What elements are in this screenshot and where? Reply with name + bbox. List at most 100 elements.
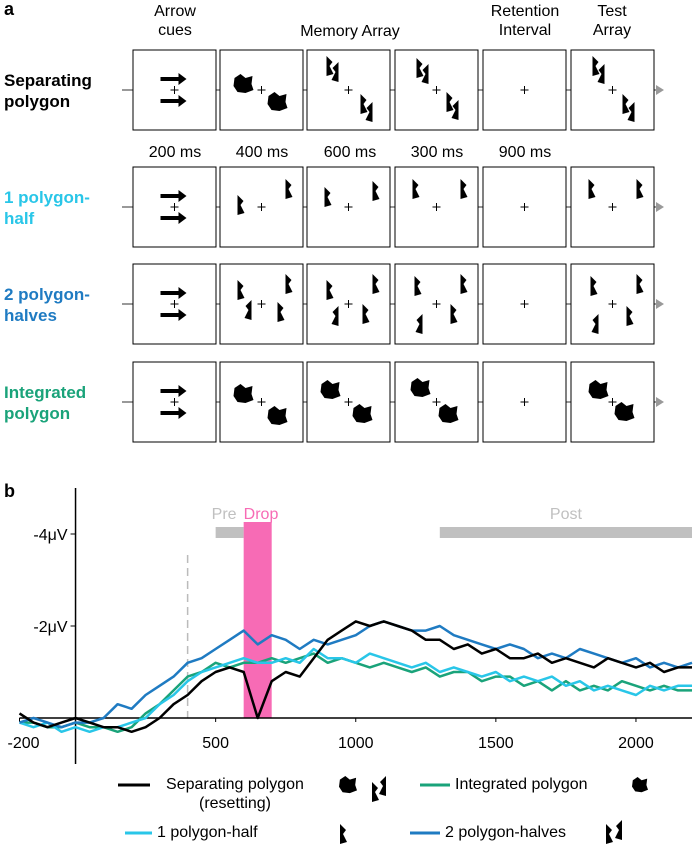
polygon-half-shape [326, 280, 334, 300]
duration: 400 ms [235, 144, 289, 161]
column-header: Arrow cues [154, 3, 196, 39]
row-label: 1 polygon-half [4, 188, 90, 228]
row-label: Integrated polygon [4, 383, 87, 423]
polygon-shape [267, 92, 288, 111]
polygon-half-shape [460, 274, 468, 294]
frame [570, 361, 655, 443]
polygon-half-shape [636, 179, 644, 199]
connector-arrow [656, 299, 664, 309]
arrow-cue [178, 73, 187, 85]
connector-arrow [656, 202, 664, 212]
polygon-half-shape [622, 94, 630, 114]
polygon-half-shape [615, 820, 622, 840]
connector-arrow [656, 397, 664, 407]
x-tick-label: 1000 [338, 735, 374, 752]
polygon-shape [267, 406, 288, 425]
polygon-shape [339, 776, 357, 794]
polygon-shape [320, 380, 341, 399]
panel-label: a [4, 0, 15, 19]
row-label: 2 polygon-halves [4, 285, 90, 325]
polygon-half-shape [412, 179, 420, 199]
legend-label: Integrated polygon [455, 776, 588, 793]
polygon-half-shape [277, 302, 285, 322]
polygon-half-shape [365, 102, 373, 122]
row-label: Separating polygon [4, 71, 92, 111]
duration: 600 ms [323, 144, 377, 161]
x-tick-label: 500 [202, 735, 229, 752]
polygon-half-shape [372, 274, 380, 294]
arrow-cue [178, 309, 187, 321]
column-header: Test Array [592, 3, 632, 39]
legend-label: 2 polygon-halves [445, 824, 566, 841]
arrow-cue [178, 212, 187, 224]
arrow-cue [178, 407, 187, 419]
panel-label: b [4, 481, 15, 501]
polygon-half-shape [285, 179, 293, 199]
arrow-cue [178, 385, 187, 397]
region-label: Pre [212, 506, 237, 523]
polygon-half-shape [331, 62, 339, 82]
polygon-half-shape [627, 102, 635, 122]
polygon-half-shape [362, 304, 370, 324]
y-tick-label: -4μV [33, 527, 67, 544]
polygon-half-shape [416, 58, 424, 78]
polygon-shape [614, 402, 635, 421]
polygon-half-shape [331, 306, 339, 326]
polygon-half-shape [450, 304, 458, 324]
series-line [19, 647, 692, 734]
connector-arrow [656, 85, 664, 95]
polygon-half-shape [379, 776, 386, 796]
duration: 200 ms [148, 144, 202, 161]
polygon-half-shape [415, 314, 423, 334]
polygon-half-shape [626, 306, 634, 326]
polygon-half-shape [446, 92, 454, 112]
polygon-shape [233, 74, 254, 93]
polygon-shape [233, 384, 254, 403]
duration: 900 ms [498, 144, 552, 161]
region [439, 527, 692, 538]
polygon-half-shape [324, 187, 332, 207]
column-header: Retention Interval [490, 3, 560, 39]
polygon-half-shape [590, 276, 598, 296]
x-tick-label: -200 [7, 735, 39, 752]
polygon-half-shape [451, 100, 459, 120]
polygon-half-shape [326, 56, 334, 76]
polygon-half-shape [372, 782, 379, 802]
polygon-half-shape [237, 280, 245, 300]
polygon-shape [410, 378, 431, 397]
legend-label: Separating polygon (resetting) [166, 776, 304, 812]
x-tick-label: 1500 [478, 735, 514, 752]
polygon-half-shape [592, 56, 600, 76]
column-header: Memory Array [300, 23, 400, 40]
polygon-shape [632, 777, 648, 793]
polygon-half-shape [597, 64, 605, 84]
arrow-cue [178, 95, 187, 107]
polygon-half-shape [372, 181, 380, 201]
polygon-half-shape [636, 274, 644, 294]
duration: 300 ms [410, 144, 464, 161]
polygon-half-shape [285, 274, 293, 294]
region-label: Post [550, 506, 583, 523]
arrow-cue [178, 287, 187, 299]
polygon-shape [588, 380, 609, 399]
polygon-half-shape [340, 824, 347, 844]
polygon-half-shape [244, 300, 252, 320]
y-tick-label: -2μV [33, 619, 67, 636]
x-tick-label: 2000 [618, 735, 654, 752]
polygon-shape [438, 404, 459, 423]
polygon-half-shape [588, 179, 596, 199]
series-line [18, 620, 692, 734]
series-line [19, 620, 693, 729]
polygon-half-shape [606, 824, 613, 844]
polygon-half-shape [460, 179, 468, 199]
region [215, 527, 244, 538]
region-label: Drop [244, 506, 279, 523]
arrow-cue [178, 190, 187, 202]
polygon-half-shape [237, 195, 245, 215]
polygon-half-shape [591, 314, 599, 334]
legend-label: 1 polygon-half [157, 824, 258, 841]
polygon-half-shape [360, 94, 368, 114]
polygon-half-shape [421, 64, 429, 84]
